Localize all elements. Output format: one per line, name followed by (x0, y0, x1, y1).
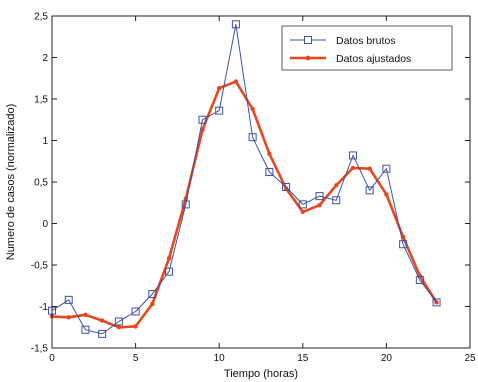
data-point-datos-ajustados (300, 209, 305, 215)
data-point-datos-brutos (365, 186, 374, 195)
legend-label-datos-brutos: Datos brutos (336, 35, 396, 47)
x-tick-label: 20 (381, 353, 393, 364)
y-tick-label: 1 (42, 136, 48, 147)
data-point-datos-ajustados (66, 315, 71, 320)
data-point-datos-brutos (81, 325, 90, 334)
data-point-datos-brutos (348, 151, 357, 160)
data-point-datos-brutos (248, 133, 257, 142)
y-tick-label: 0,5 (34, 178, 48, 189)
data-point-datos-ajustados (350, 165, 356, 171)
series-line-datos-brutos (51, 23, 438, 335)
data-point-datos-brutos (231, 20, 240, 29)
data-point-datos-brutos (332, 196, 341, 205)
data-point-datos-ajustados (99, 318, 105, 323)
data-point-datos-brutos (165, 267, 174, 276)
x-tick-label: 10 (214, 353, 226, 364)
legend-marker-datos-brutos (304, 36, 312, 44)
x-tick-label: 0 (49, 353, 55, 364)
data-point-datos-brutos (148, 290, 157, 299)
data-point-datos-ajustados (233, 79, 239, 84)
data-point-datos-ajustados (250, 106, 255, 112)
data-point-datos-ajustados (166, 256, 172, 261)
y-tick-label: 0 (42, 219, 48, 230)
data-point-datos-brutos (265, 168, 274, 177)
x-tick-label: 25 (464, 353, 476, 364)
data-point-datos-brutos (399, 240, 408, 249)
data-point-datos-ajustados (217, 86, 222, 91)
y-tick-label: 2,5 (34, 12, 48, 23)
legend-marker-datos-ajustados (305, 55, 311, 61)
data-point-datos-brutos (98, 329, 107, 338)
data-point-datos-ajustados (133, 324, 138, 329)
data-point-datos-brutos (181, 200, 190, 209)
data-point-datos-ajustados (267, 151, 272, 156)
plot-area (48, 20, 441, 338)
legend-box (281, 25, 453, 71)
series-line-datos-ajustados (51, 80, 438, 329)
y-tick-label: -1 (39, 302, 48, 313)
y-axis-label: Numero de casos (normalizado) (5, 104, 17, 261)
data-point-datos-ajustados (200, 127, 205, 132)
data-point-datos-brutos (198, 115, 207, 124)
data-point-datos-ajustados (384, 192, 389, 197)
data-point-datos-ajustados (334, 183, 339, 188)
data-point-datos-brutos (298, 200, 307, 209)
y-tick-label: -0,5 (31, 261, 49, 272)
data-point-datos-brutos (114, 317, 123, 326)
data-point-datos-brutos (432, 298, 441, 307)
x-tick-label: 15 (297, 353, 309, 364)
legend-label-datos-ajustados: Datos ajustados (336, 53, 411, 65)
data-point-datos-brutos (131, 307, 140, 316)
y-tick-label: 2 (42, 53, 48, 64)
data-point-datos-ajustados (317, 203, 322, 208)
y-tick-label: -1,5 (31, 344, 49, 355)
axes: 0 5 10 15 20 25 -1,5 -1 -0,5 0 0,5 1 1,5 2 2,5 Tiempo (… (5, 12, 476, 381)
data-point-datos-brutos (282, 182, 291, 191)
data-point-datos-brutos (215, 106, 224, 115)
data-point-datos-ajustados (150, 301, 155, 307)
x-tick-label: 5 (133, 353, 139, 364)
data-point-datos-brutos (382, 164, 391, 173)
data-point-datos-brutos (415, 275, 424, 284)
x-axis-label: Tiempo (horas) (224, 368, 298, 380)
data-point-datos-ajustados (367, 166, 372, 171)
data-point-datos-brutos (64, 295, 73, 304)
y-tick-label: 1,5 (34, 95, 48, 106)
data-point-datos-ajustados (83, 312, 88, 317)
data-point-datos-ajustados (116, 325, 122, 330)
legend: Datos brutos Datos ajustados (281, 25, 453, 71)
data-point-datos-brutos (315, 192, 324, 201)
